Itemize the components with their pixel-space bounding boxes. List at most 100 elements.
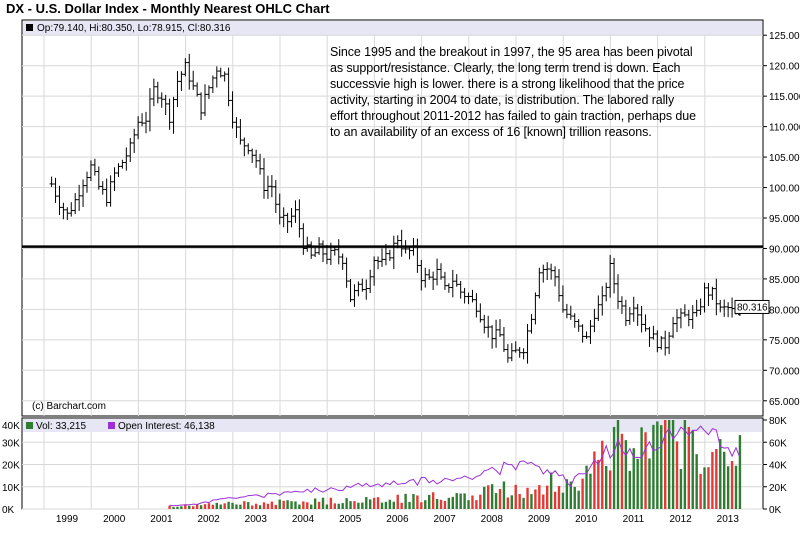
volume-bar: [581, 478, 584, 509]
volume-bar: [632, 448, 635, 509]
volume-bar: [549, 472, 553, 509]
volume-bar: [715, 448, 718, 509]
volume-bar: [310, 504, 313, 509]
ohlc-legend-swatch: [26, 24, 33, 31]
price-y-tick-label: 115.000: [769, 92, 800, 103]
volume-bar: [290, 501, 293, 509]
volume-bar: [514, 484, 517, 509]
volume-bar: [400, 502, 403, 509]
annotation-text: Since 1995 and the breakout in 1997, the…: [330, 45, 696, 139]
volume-bar: [652, 424, 655, 509]
volume-bar: [211, 504, 215, 509]
volume-bar: [435, 498, 439, 509]
volume-bar: [180, 506, 183, 509]
volume-bar: [251, 505, 254, 509]
volume-bar: [589, 473, 592, 509]
volume-bar: [329, 497, 333, 509]
x-tick-label: 2010: [575, 514, 598, 525]
volume-bar: [203, 504, 207, 509]
price-y-tick-label: 110.000: [769, 123, 800, 134]
volume-bar: [671, 420, 675, 509]
volume-bar: [719, 439, 722, 509]
volume-bar: [483, 486, 486, 509]
volume-top-left-label: 40K: [2, 421, 20, 432]
volume-bar: [620, 433, 624, 509]
volume-bar: [542, 494, 545, 509]
copyright-credit: (c) Barchart.com: [32, 401, 106, 412]
x-tick-label: 2012: [669, 514, 692, 525]
volume-bar: [656, 421, 659, 509]
x-axis-ticks: 1999 2000 2001 2002 2003 2004 2005 2006 2007 2008…: [56, 514, 739, 525]
volume-bar-last: [738, 435, 742, 509]
volume-bar: [573, 486, 576, 509]
volume-bar: [172, 507, 175, 509]
last-price-badge: [734, 299, 770, 314]
volume-bar: [518, 493, 521, 509]
volume-bar: [553, 491, 557, 509]
volume-bar: [667, 420, 671, 509]
volume-bar: [687, 426, 690, 509]
volume-bar: [302, 501, 305, 509]
volume-bar: [416, 495, 419, 509]
volume-bar: [404, 493, 407, 509]
x-tick-label: 2001: [150, 514, 173, 525]
volume-bar: [624, 440, 628, 509]
volume-right-tick-label: 20K: [769, 483, 787, 494]
volume-left-tick-label: 20K: [2, 461, 20, 472]
last-price-badge-text: 80.316: [737, 302, 768, 313]
price-y-tick-label: 70.000: [769, 366, 800, 377]
volume-bar: [605, 466, 608, 509]
volume-bar: [490, 484, 494, 509]
volume-right-tick-label: 80K: [769, 416, 787, 427]
volume-bar: [235, 504, 238, 509]
volume-bar: [361, 502, 364, 509]
volume-bar: [270, 501, 274, 509]
price-y-tick-label: 65.000: [769, 397, 800, 408]
volume-bar: [467, 500, 470, 509]
ohlc-readout: Op:79.140, Hi:80.350, Lo:78.915, Cl:80.3…: [37, 23, 231, 34]
volume-bar: [278, 499, 281, 509]
volume-bar: [357, 502, 360, 509]
volume-panel-header-band: [23, 419, 762, 432]
volume-bar: [608, 470, 612, 509]
volume-bar: [734, 465, 738, 509]
price-y-tick-label: 125.000: [769, 31, 800, 42]
open-interest-legend: Open Interest: 46,138: [118, 421, 215, 432]
x-tick-label: 2002: [197, 514, 220, 525]
volume-left-tick-label: 10K: [2, 483, 20, 494]
volume-bar: [546, 485, 549, 509]
volume-bar: [585, 465, 588, 509]
open-interest-legend-swatch: [108, 422, 115, 429]
volume-left-tick-label: 30K: [2, 438, 20, 449]
volume-bar: [380, 502, 384, 509]
volume-bar: [471, 495, 474, 509]
volume-bar: [396, 494, 399, 509]
volume-bar: [388, 499, 392, 509]
volume-bar: [298, 504, 301, 509]
price-grid: [22, 34, 763, 416]
volume-bar: [628, 470, 631, 509]
volume-bar: [219, 504, 222, 509]
volume-bar: [439, 499, 443, 509]
volume-bar: [616, 420, 620, 509]
x-tick-label: 1999: [56, 514, 79, 525]
volume-legend-swatch: [26, 422, 33, 429]
price-y-tick-label: 75.000: [769, 336, 800, 347]
price-bars: [49, 53, 742, 364]
volume-bar: [597, 459, 600, 509]
volume-bar: [184, 504, 187, 509]
price-y-tick-label: 100.000: [769, 184, 800, 195]
volume-bar: [451, 496, 454, 509]
volume-bar: [455, 493, 458, 509]
volume-bar: [341, 503, 344, 509]
price-y-tick-label: 85.000: [769, 275, 800, 286]
volume-bar: [207, 503, 211, 509]
volume-bar: [369, 499, 372, 509]
price-y-tick-label: 90.000: [769, 244, 800, 255]
volume-bar: [726, 466, 730, 509]
volume-bar: [195, 504, 199, 509]
x-tick-label: 2007: [433, 514, 456, 525]
volume-bar: [502, 481, 506, 509]
volume-bar: [494, 493, 498, 509]
